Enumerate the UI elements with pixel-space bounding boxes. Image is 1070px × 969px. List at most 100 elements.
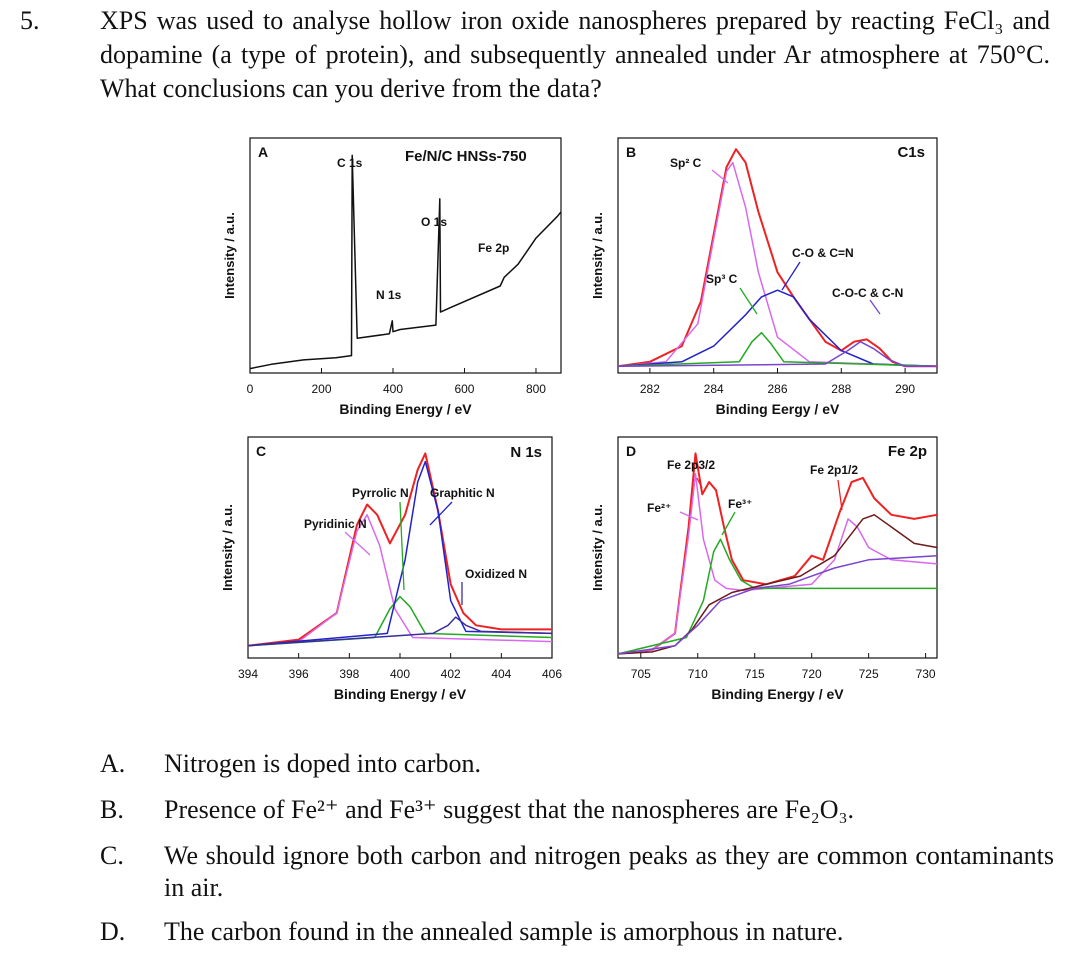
- panel-c-series-magenta: [247, 514, 553, 647]
- panel-b-series-red: [617, 148, 937, 368]
- option-a-text: Nitrogen is doped into carbon.: [164, 749, 481, 778]
- panel-c-annotation: Graphitic N: [430, 486, 495, 500]
- panel-d-pointer: [679, 511, 699, 521]
- panel-d-tick-label: 710: [688, 667, 708, 681]
- panel-d-tick-label: 725: [859, 667, 879, 681]
- panel-b-tick-label: 290: [895, 382, 915, 396]
- panel-d-pointer: [696, 477, 703, 489]
- option-d-text: The carbon found in the annealed sample …: [164, 917, 844, 946]
- panel-b-pointer: [781, 261, 801, 291]
- panel-c-pointer: [344, 531, 371, 556]
- option-d: D. The carbon found in the annealed sampl…: [100, 916, 1054, 948]
- panel-c-xlabel: Binding Energy / eV: [334, 686, 467, 702]
- panel-a-survey: 0 200 400 600 800 Binding Energy / eV Intensit…: [222, 137, 562, 417]
- panel-b-series-purple: [617, 340, 937, 368]
- panel-a-frame: [249, 137, 562, 374]
- panel-d-xlabel: Binding Energy / eV: [711, 686, 844, 702]
- panel-d-tick-label: 730: [916, 667, 936, 681]
- panel-d-tick-label: 705: [631, 667, 651, 681]
- panel-a-annotation: O 1s: [421, 215, 447, 229]
- panel-b-annotation: Sp² C: [670, 156, 702, 170]
- option-a-letter: A.: [100, 749, 126, 778]
- panel-c-tick-label: 398: [339, 667, 359, 681]
- panel-c-annotation: Pyrrolic N: [352, 486, 409, 500]
- panel-b-title: C1s: [897, 144, 925, 161]
- option-d-letter: D.: [100, 917, 126, 946]
- panel-b-annotation: C-O & C=N: [792, 246, 854, 260]
- panel-c-n1s: 394 396 398 400 402 404 406 Binding Energy / eV…: [220, 436, 562, 702]
- panel-b-ylabel: Intensity / a.u.: [590, 212, 605, 299]
- panel-c-tick-label: 404: [491, 667, 511, 681]
- panel-c-title: N 1s: [510, 444, 542, 461]
- panel-b-annotation: C-O-C & C-N: [832, 286, 903, 300]
- panel-b-pointer: [739, 287, 758, 315]
- panel-c-series-darkblue: [247, 616, 553, 647]
- panel-d-series-red: [617, 452, 938, 655]
- panel-b-series-magenta: [617, 161, 938, 368]
- panel-c-pointer: [429, 501, 453, 526]
- panel-d-pointer: [837, 479, 843, 511]
- panel-c-series-green: [247, 595, 553, 647]
- panel-b-pointer: [711, 169, 729, 184]
- panel-b-tick-label: 284: [704, 382, 724, 396]
- panel-b-tick-label: 288: [831, 382, 851, 396]
- panel-d-series-brown: [617, 514, 938, 655]
- panel-a-ylabel: Intensity / a.u.: [222, 212, 237, 299]
- panel-b-c1s: 282 284 286 288 290 Binding Eergy / eV Intensi…: [590, 137, 938, 417]
- panel-d-title: Fe 2p: [888, 443, 927, 460]
- panel-c-frame: [247, 436, 553, 659]
- panel-b-pointer: [869, 299, 881, 315]
- panel-a-tick-label: 200: [311, 382, 331, 396]
- panel-c-letter: C: [256, 443, 266, 459]
- panel-d-tick-label: 720: [802, 667, 822, 681]
- panel-c-tick-label: 402: [441, 667, 461, 681]
- panel-d-annotation: Fe 2p3/2: [667, 458, 715, 472]
- panel-a-annotation: N 1s: [376, 288, 402, 302]
- panel-b-series-blue: [617, 289, 938, 368]
- panel-c-tick-label: 396: [289, 667, 309, 681]
- panel-b-letter: B: [626, 144, 636, 160]
- panel-a-tick-label: 400: [383, 382, 403, 396]
- panel-c-tick-label: 394: [238, 667, 258, 681]
- question-number: 5.: [20, 6, 40, 35]
- panel-d-fe2p: 705 710 715 720 725 730 Binding Energy / eV Int…: [590, 436, 938, 702]
- panel-a-title: Fe/N/C HNSs-750: [405, 148, 527, 165]
- panel-d-annotation: Fe²⁺: [647, 501, 671, 515]
- panel-a-annotation: C 1s: [337, 156, 363, 170]
- panel-c-annotation: Pyridinic N: [304, 517, 367, 531]
- panel-d-pointer: [721, 511, 736, 536]
- option-b-text: Presence of Fe²⁺ and Fe³⁺ suggest that t…: [164, 795, 855, 824]
- panel-c-ylabel: Intensity / a.u.: [220, 504, 235, 591]
- panel-d-series-purple: [617, 554, 938, 655]
- panel-d-series-magenta: [617, 473, 938, 655]
- panel-c-tick-label: 406: [542, 667, 562, 681]
- option-c-letter: C.: [100, 841, 124, 870]
- panel-b-tick-label: 286: [767, 382, 787, 396]
- panel-d-ylabel: Intensity / a.u.: [590, 504, 605, 591]
- panel-b-annotation: Sp³ C: [706, 272, 738, 286]
- panel-d-frame: [617, 436, 938, 659]
- option-b: B. Presence of Fe²⁺ and Fe³⁺ suggest that…: [100, 794, 1054, 826]
- panel-a-series-main: [249, 154, 562, 370]
- option-b-letter: B.: [100, 795, 124, 824]
- panel-a-tick-label: 600: [454, 382, 474, 396]
- option-c-text: We should ignore both carbon and nitroge…: [164, 841, 1054, 902]
- panel-a-tick-label: 800: [526, 382, 546, 396]
- panel-a-letter: A: [258, 144, 268, 160]
- panel-d-tick-label: 715: [745, 667, 765, 681]
- option-c: C. We should ignore both carbon and nitro…: [100, 840, 1054, 904]
- panel-d-series-green: [617, 538, 937, 655]
- panel-c-pointer: [399, 501, 405, 591]
- option-a: A. Nitrogen is doped into carbon.: [100, 748, 1054, 780]
- panel-d-annotation: Fe 2p1/2: [810, 463, 858, 477]
- panel-c-tick-label: 400: [390, 667, 410, 681]
- panel-b-xlabel: Binding Eergy / eV: [716, 401, 840, 417]
- panel-b-series-green: [617, 331, 938, 368]
- panel-a-annotation: Fe 2p: [478, 241, 509, 255]
- xps-figure: 0 200 400 600 800 Binding Energy / eV Intensit…: [220, 137, 938, 702]
- panel-d-letter: D: [626, 443, 636, 459]
- panel-a-xlabel: Binding Energy / eV: [339, 401, 472, 417]
- question-text: XPS was used to analyse hollow iron oxid…: [100, 6, 1050, 103]
- panel-c-annotation: Oxidized N: [465, 567, 527, 581]
- panel-b-tick-label: 282: [640, 382, 660, 396]
